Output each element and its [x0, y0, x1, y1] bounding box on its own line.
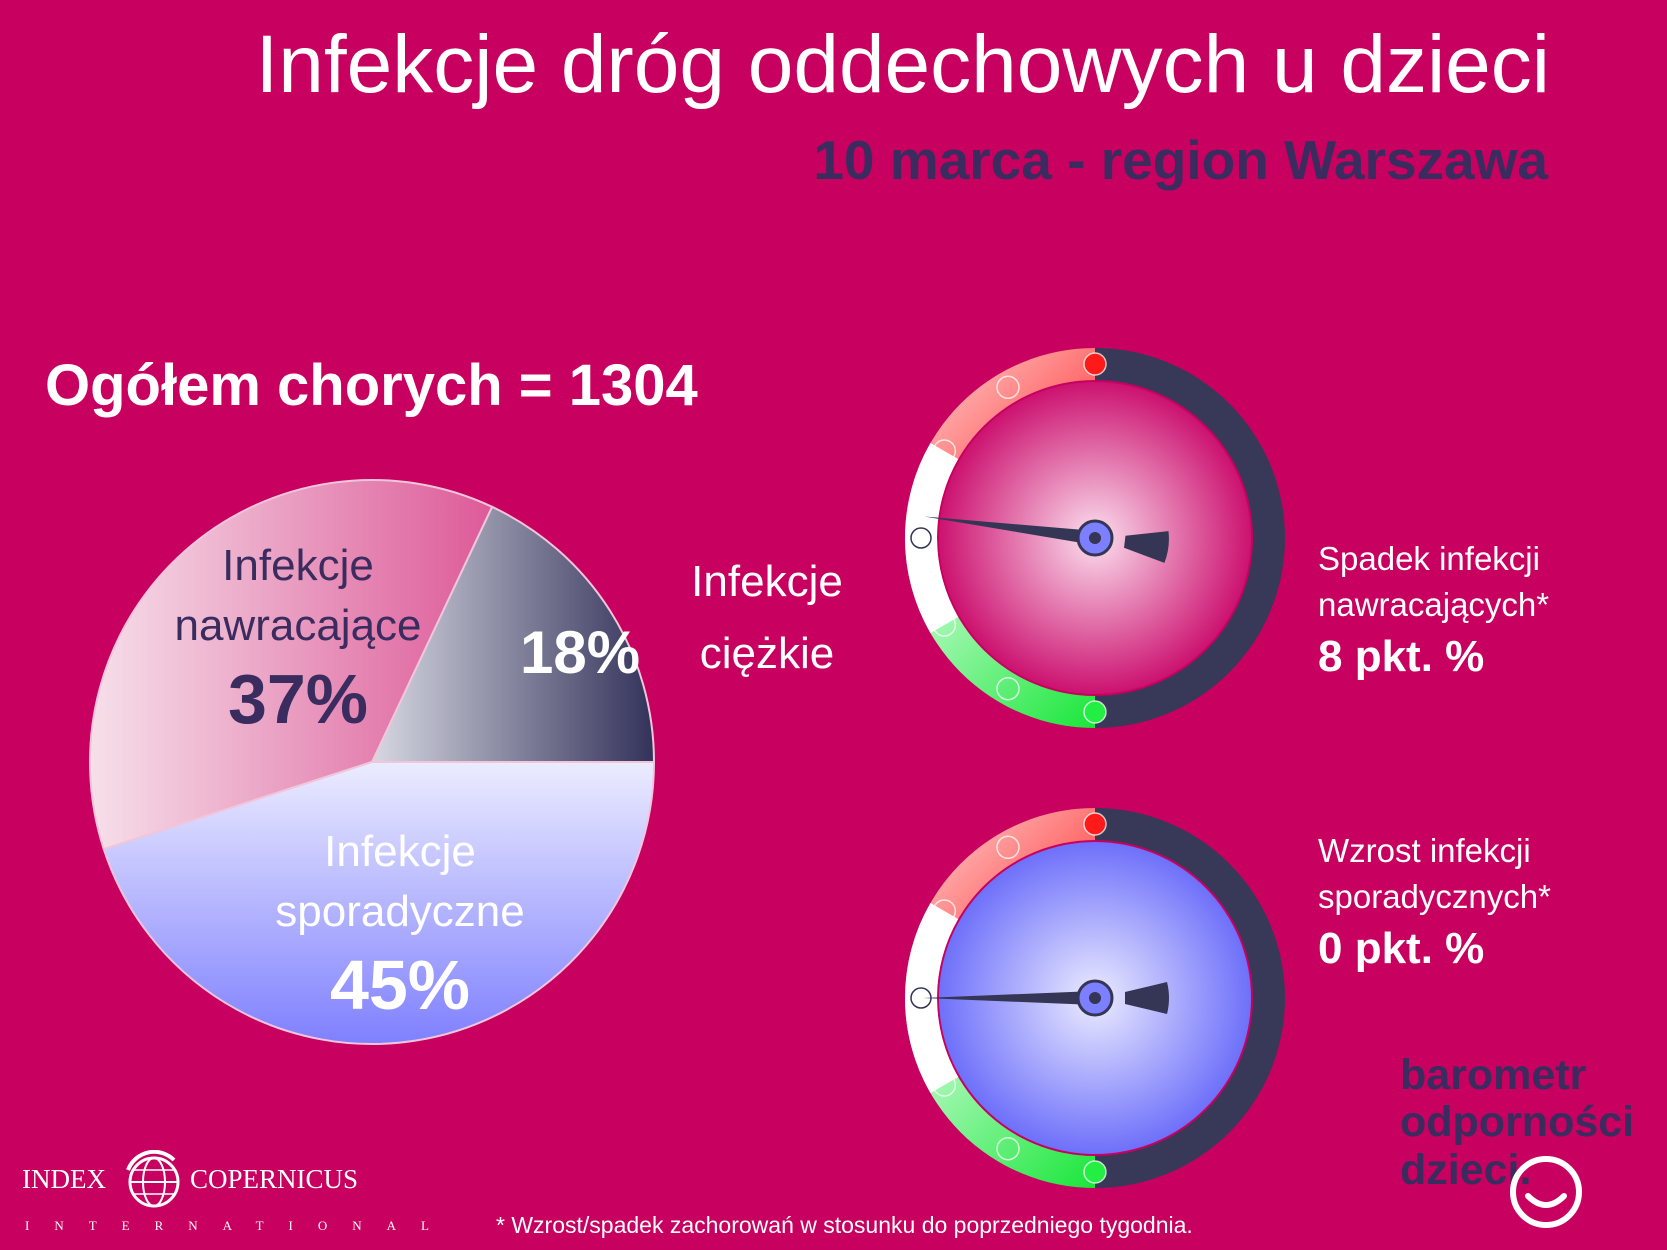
pie-chart	[89, 479, 656, 1045]
page-subtitle: 10 marca - region Warszawa	[813, 129, 1548, 191]
gauge-needle-tail	[1124, 531, 1169, 563]
pie-slice-2	[89, 479, 494, 851]
publisher-subtitle: INTERNATIONAL	[25, 1218, 454, 1233]
gauge-needle-tail	[1125, 982, 1169, 1014]
gauge-caption-line: Spadek infekcji	[1318, 540, 1540, 577]
footnote: * Wzrost/spadek zachorowań w stosunku do…	[496, 1212, 1193, 1238]
gauge-needle	[924, 516, 1096, 545]
gauge-value: 0 pkt. %	[1318, 924, 1485, 974]
gauges	[905, 348, 1285, 1188]
pie-name-2-line-1: Infekcje	[222, 541, 374, 590]
gauge-dark-arc	[1095, 808, 1285, 1188]
pie-value-2: 37%	[227, 660, 369, 738]
gauge-tick	[996, 835, 1020, 860]
gauge-caption-line: Wzrost infekcji	[1318, 832, 1531, 869]
logo-line-1: barometr	[1400, 1051, 1587, 1099]
gauge-tick	[1083, 700, 1107, 724]
gauge-tick	[996, 676, 1020, 701]
gauge-2	[905, 808, 1285, 1188]
page-title: Infekcje dróg oddechowych u dzieci	[255, 19, 1550, 110]
logo-line-2: odporności	[1400, 1098, 1635, 1147]
gauge-needle	[923, 991, 1095, 1005]
pie-name-1-line-2: ciężkie	[699, 629, 835, 678]
gauge-tick	[996, 1136, 1020, 1161]
gauge-value: 8 pkt. %	[1318, 632, 1485, 682]
logo-line-3: dzieci.	[1400, 1145, 1532, 1194]
gauge-dark-arc	[1095, 348, 1285, 728]
pie-slice-1	[370, 505, 656, 763]
gauge-tick	[1083, 352, 1107, 376]
pie-name-2-line-2: nawracające	[174, 601, 422, 650]
publisher-name-right: COPERNICUS	[190, 1164, 359, 1194]
gauge-tick	[932, 1073, 957, 1097]
globe-icon	[126, 1150, 180, 1208]
pie-name-3-line-1: Infekcje	[324, 827, 476, 876]
pie-value-1: 18%	[519, 619, 641, 686]
gauge-caption-line: nawracających*	[1318, 585, 1550, 623]
gauge-tick	[910, 527, 932, 549]
gauge-tick	[932, 439, 957, 463]
total-count: Ogółem chorych = 1304	[45, 353, 698, 418]
gauge-tick	[1083, 812, 1107, 836]
barometr-logo: barometr odporności dzieci.	[1400, 1051, 1635, 1194]
pie-slice-3	[102, 761, 656, 1045]
gauge-hub-center	[1089, 532, 1101, 544]
gauge-hub-center	[1089, 992, 1101, 1004]
gauge-caption-line: sporadycznych*	[1318, 877, 1551, 915]
gauge-tick	[932, 899, 957, 923]
gauge-caption-1: Spadek infekcji nawracających* 8 pkt. %	[1318, 536, 1549, 688]
pie-name-1-line-1: Infekcje	[691, 557, 843, 606]
gauge-tick	[996, 375, 1020, 400]
gauge-tick	[1083, 1160, 1107, 1184]
publisher-name-left: INDEX	[22, 1164, 106, 1194]
gauge-tick	[932, 613, 957, 637]
gauge-caption-2: Wzrost infekcji sporadycznych* 0 pkt. %	[1318, 828, 1551, 980]
pie-name-3-line-2: sporadyczne	[275, 887, 525, 936]
pie-value-3: 45%	[329, 946, 471, 1024]
smiley-icon	[1510, 1156, 1582, 1228]
gauge-1	[905, 348, 1285, 728]
